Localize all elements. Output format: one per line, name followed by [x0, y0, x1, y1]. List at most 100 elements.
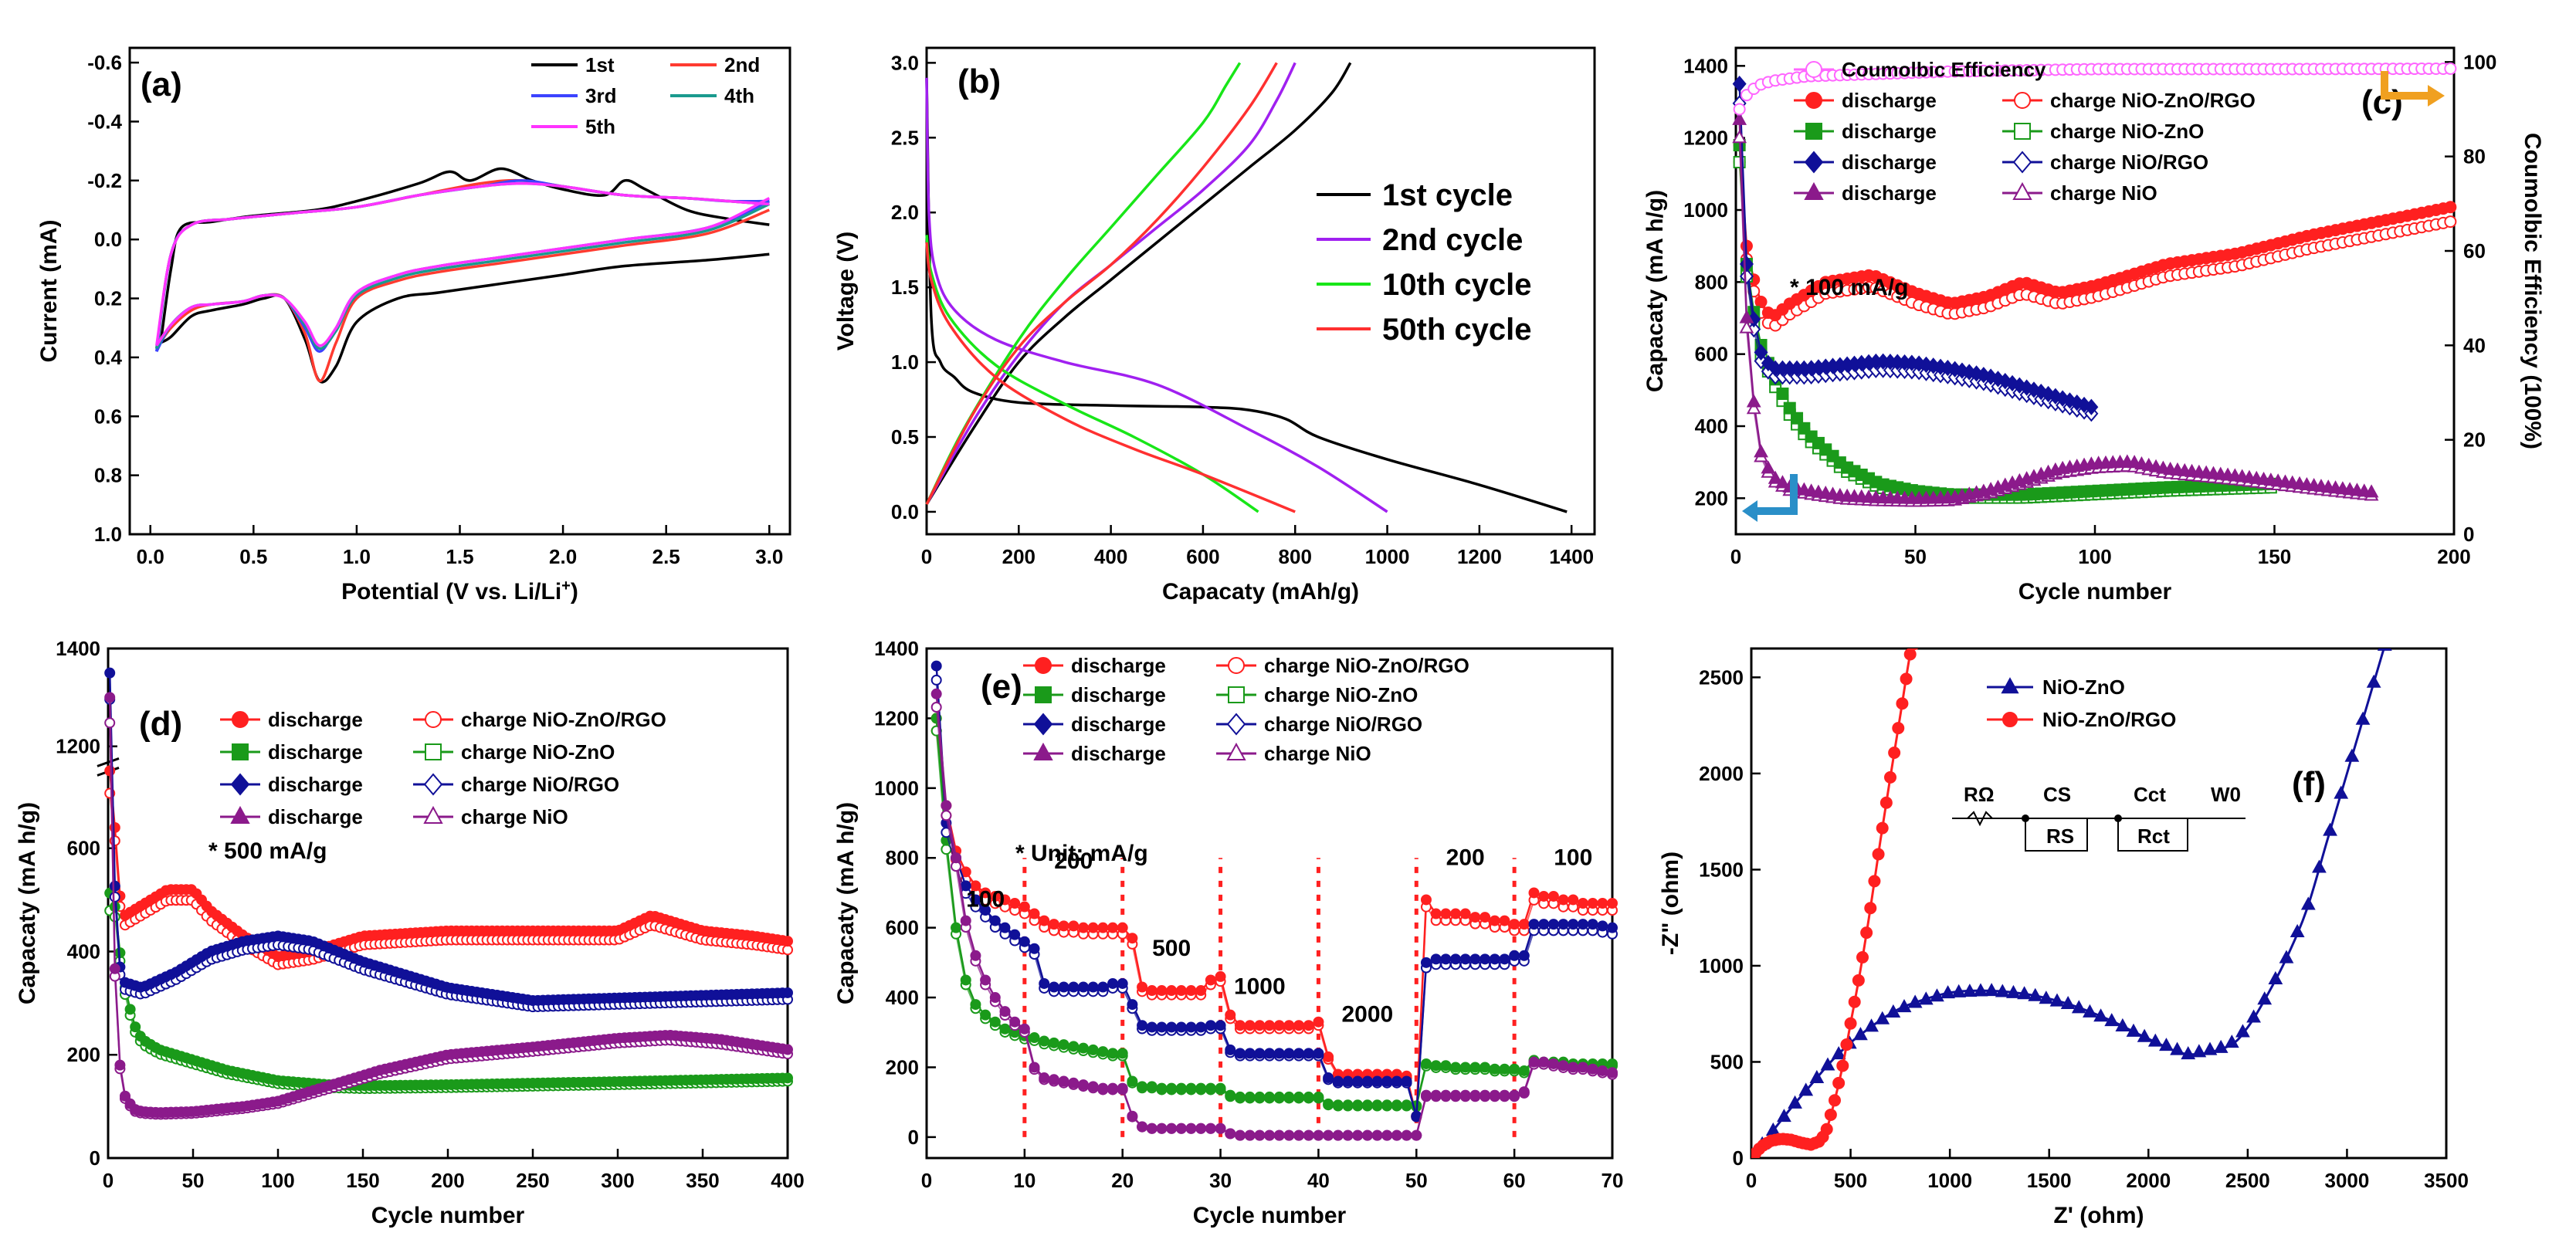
data-point-discharge — [1518, 1065, 1530, 1076]
data-point — [1868, 875, 1881, 888]
legend-label: discharge — [1071, 713, 1166, 736]
x-tick-label: 350 — [686, 1169, 719, 1192]
data-point-discharge — [1264, 1020, 1275, 1031]
legend-label: discharge — [1842, 151, 1937, 174]
data-point — [2039, 991, 2054, 1004]
legend-item: charge NiO-ZnO/RGO — [413, 708, 666, 731]
data-point-discharge — [1039, 915, 1050, 926]
x-tick-label: 600 — [1186, 545, 1219, 568]
legend-label: 2nd — [724, 53, 760, 76]
data-point-discharge — [1156, 1021, 1168, 1033]
data-point-discharge — [970, 950, 981, 961]
data-point-discharge — [2084, 398, 2099, 415]
data-point-discharge — [1420, 1058, 1432, 1069]
plot-frame — [925, 46, 1596, 536]
legend-label: charge NiO-ZnO — [461, 740, 615, 764]
data-point — [2300, 896, 2316, 910]
y-tick-label: 1400 — [56, 637, 100, 660]
x-tick-label: 250 — [516, 1169, 549, 1192]
data-point-discharge — [989, 1016, 1001, 1028]
legend-item: discharge — [1023, 742, 1166, 765]
data-point-discharge — [1185, 1082, 1197, 1094]
circuit-label: Rct — [2137, 825, 2170, 848]
series-4th — [155, 181, 770, 351]
data-point-discharge — [1127, 999, 1138, 1011]
data-point — [1788, 1095, 1802, 1109]
legend-marker — [425, 743, 442, 760]
data-point-charge — [1739, 268, 1754, 285]
data-point-discharge — [1430, 953, 1442, 965]
data-point-discharge — [1137, 1081, 1148, 1092]
plot-frame — [128, 46, 791, 536]
data-point-discharge — [980, 1009, 991, 1021]
y-tick-label: 200 — [67, 1043, 100, 1066]
discharge-curve — [925, 77, 1388, 513]
rate-label: 1000 — [1234, 974, 1286, 1000]
x-tick-label: 2.0 — [549, 545, 577, 568]
y-tick-label: 1.5 — [891, 276, 919, 299]
data-point-discharge — [1273, 1048, 1285, 1059]
circuit-label: CS — [2043, 783, 2071, 806]
legend-item: discharge — [1794, 89, 1937, 112]
data-point-discharge — [980, 905, 991, 916]
data-point-discharge — [1459, 1089, 1471, 1101]
panel-a: 0.0 0.5 1.0 1.5 2.0 2.5 3.0 -0.6 -0.4 -0.2 0.0 0.2 0… — [36, 46, 791, 604]
rate-label: 200 — [1446, 845, 1485, 870]
data-point-discharge — [1029, 943, 1040, 954]
x-tick-label: 1000 — [1927, 1169, 1972, 1192]
legend-marker — [423, 773, 443, 796]
data-point-discharge — [1528, 919, 1540, 930]
y-tick-label: 400 — [67, 940, 100, 963]
legend-marker — [2012, 151, 2032, 174]
data-point-discharge — [1009, 898, 1021, 909]
legend-label: discharge — [268, 805, 363, 828]
legend-label: discharge — [1842, 120, 1937, 143]
data-point-discharge — [1459, 908, 1471, 919]
data-point-charge — [1732, 130, 1747, 144]
legend-item: discharge — [1023, 654, 1166, 677]
legend-label: 2nd cycle — [1382, 223, 1523, 257]
data-point-discharge — [1469, 1089, 1481, 1101]
legend-marker — [423, 805, 443, 824]
data-point-discharge — [1244, 1091, 1256, 1102]
data-point-discharge — [1587, 898, 1598, 909]
panel-e: 0 10 20 30 40 50 60 70 0 200 400 600 800 1000 1200 1400… — [833, 637, 1623, 1228]
data-point-discharge — [1058, 1075, 1069, 1087]
series-nio-zno-rgo — [930, 713, 1618, 1123]
legend: 1st 2nd 3rd 4th 5th — [531, 53, 760, 138]
data-point-discharge — [1577, 919, 1588, 930]
data-point-discharge — [1323, 1072, 1334, 1084]
series-line-discharge — [1738, 120, 2372, 500]
data-point — [2137, 1028, 2152, 1042]
data-point-discharge — [1185, 985, 1197, 997]
x-tick-label: 200 — [2437, 545, 2470, 568]
legend-marker — [1033, 742, 1053, 760]
y-tick-label: -0.4 — [87, 110, 122, 133]
data-point-discharge — [970, 894, 981, 906]
data-point-discharge — [1234, 1129, 1246, 1141]
y-right-axis-label: Coumolbic Efficiency (100%) — [2520, 133, 2545, 449]
legend-marker — [2014, 123, 2031, 140]
x-tick-label: 0 — [103, 1169, 114, 1192]
charge-curve — [925, 62, 1296, 506]
legend-marker — [1804, 181, 1824, 200]
legend-item: charge NiO — [413, 805, 568, 828]
x-tick-label: 500 — [1834, 1169, 1867, 1192]
data-point-discharge — [1039, 1035, 1050, 1047]
data-point-discharge — [1225, 1044, 1236, 1055]
data-point-discharge — [1480, 1062, 1491, 1073]
data-point-discharge — [1607, 922, 1618, 933]
data-point-discharge — [1761, 460, 1776, 474]
series-2nd-cycle — [925, 62, 1388, 513]
x-tick-label: 0 — [1730, 545, 1741, 568]
x-tick-label: 800 — [1279, 545, 1312, 568]
x-tick-label: 100 — [261, 1169, 294, 1192]
data-point-discharge — [1146, 1081, 1158, 1092]
data-point — [2159, 1038, 2174, 1052]
data-point-discharge — [1058, 981, 1069, 993]
discharge-curve — [925, 77, 1568, 513]
data-point-discharge — [941, 800, 952, 811]
data-point-discharge — [1166, 985, 1178, 997]
data-point-discharge — [1107, 922, 1119, 933]
legend-label: 4th — [724, 84, 754, 107]
